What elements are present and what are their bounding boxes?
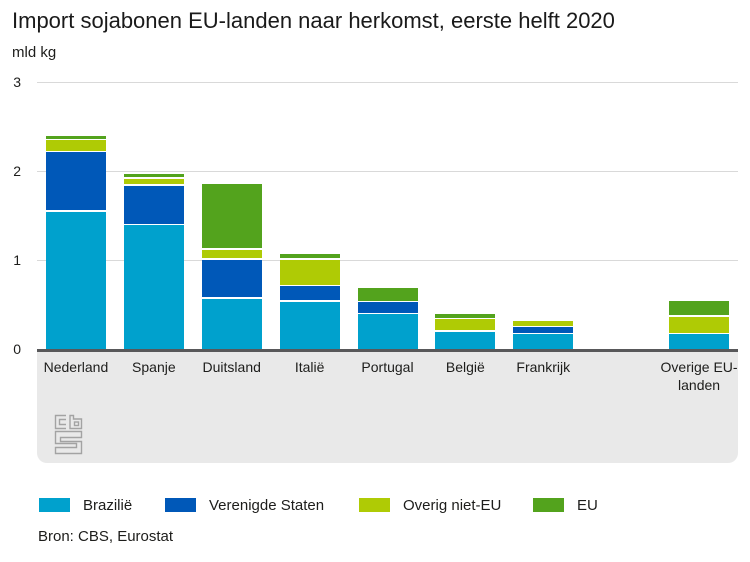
bar-segment	[45, 211, 106, 349]
bar-segment	[435, 319, 496, 331]
bar-segment	[45, 140, 106, 151]
cbs-logo-b-hole	[73, 421, 80, 427]
legend-item[interactable]: Verenigde Staten	[165, 497, 369, 517]
legend-label: EU	[577, 497, 598, 514]
bar-segment	[123, 174, 184, 178]
cbs-logo-s	[54, 430, 83, 455]
chart-title: Import sojabonen EU-landen naar herkomst…	[12, 8, 615, 33]
bar-segment	[357, 288, 418, 301]
cbs-logo	[54, 414, 83, 455]
bar-segment	[357, 302, 418, 313]
x-axis-label: Frankrijk	[516, 359, 571, 375]
legend-item[interactable]: Brazilië	[39, 497, 163, 517]
y-tick-label-0: 0	[13, 341, 21, 357]
bar-segment	[279, 286, 340, 301]
bar-segment	[435, 314, 496, 318]
x-axis-label: Overige EU-landen	[660, 359, 738, 393]
legend-swatch-icon	[39, 498, 70, 512]
gridline-3	[37, 82, 738, 83]
bar-segment	[513, 327, 574, 333]
gridline-1	[37, 260, 738, 261]
legend-swatch-icon	[359, 498, 390, 512]
bar-segment	[45, 152, 106, 211]
source-text: Bron: CBS, Eurostat	[38, 528, 174, 545]
bar-segment	[513, 334, 574, 349]
bar-segment	[669, 316, 730, 333]
y-tick-label-2: 2	[13, 163, 21, 179]
x-axis-line	[37, 349, 738, 352]
x-axis-label: Portugal	[361, 359, 414, 375]
x-axis-label: Duitsland	[202, 359, 261, 375]
x-axis-label: Italië	[294, 359, 325, 375]
legend-label: Verenigde Staten	[209, 497, 325, 514]
bar-segment	[357, 314, 418, 349]
bar-segment	[123, 178, 184, 185]
gridline-2	[37, 171, 738, 172]
cbs-logo-c	[54, 414, 66, 430]
x-axis-label: Nederland	[43, 359, 109, 375]
bar-segment	[435, 331, 496, 349]
cbs-logo-b	[69, 414, 83, 430]
bar-segment	[279, 301, 340, 349]
x-axis-label: Spanje	[132, 359, 176, 375]
x-axis-label: België	[445, 359, 485, 375]
bar-segment	[201, 298, 262, 349]
bar-segment	[123, 225, 184, 349]
legend-item[interactable]: Overig niet-EU	[359, 497, 543, 517]
legend-label: Brazilië	[83, 497, 133, 514]
bar-segment	[279, 259, 340, 285]
bar-segment	[513, 321, 574, 326]
category-band	[37, 352, 738, 463]
y-axis-unit-label: mld kg	[12, 44, 57, 61]
legend-label: Overig niet-EU	[403, 497, 502, 514]
y-tick-label-3: 3	[13, 74, 21, 90]
bar-segment	[201, 249, 262, 259]
y-tick-label-1: 1	[13, 252, 21, 268]
bar-segment	[123, 185, 184, 224]
bar-segment	[201, 259, 262, 298]
bar-segment	[669, 300, 730, 316]
bar-segment	[201, 184, 262, 249]
legend-swatch-icon	[165, 498, 196, 512]
legend-swatch-icon	[533, 498, 564, 512]
bar-segment	[669, 334, 730, 349]
bar-segment	[279, 254, 340, 259]
legend-item[interactable]: EU	[533, 497, 598, 517]
bar-segment	[45, 136, 106, 139]
